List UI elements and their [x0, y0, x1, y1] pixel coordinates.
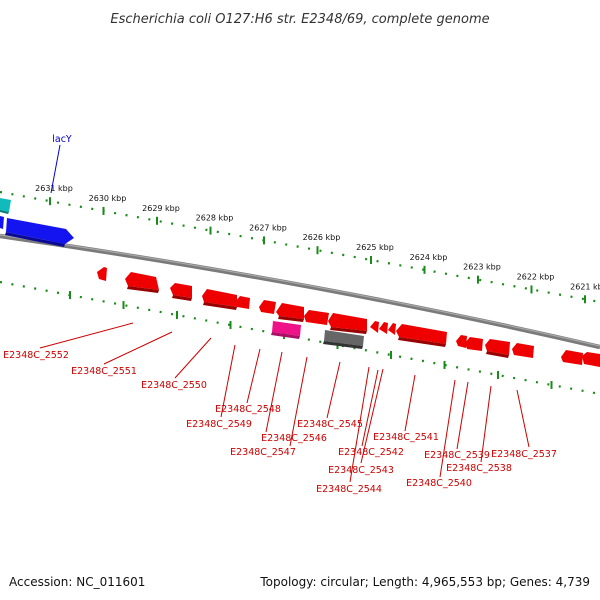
pseudo-gene-feature[interactable]: [323, 330, 364, 349]
ruler-tick-label: 2629 kbp: [142, 204, 180, 213]
gene-label[interactable]: E2348C_2541: [373, 432, 439, 443]
label-connector: [265, 351, 283, 433]
gene-label[interactable]: E2348C_2548: [215, 404, 281, 415]
gene-e2348c-2536[interactable]: [561, 350, 600, 367]
ruler-tick-label: 2625 kbp: [356, 243, 394, 252]
ruler-tick-label: 2626 kbp: [303, 233, 341, 242]
reverse-strand-genes: [97, 267, 600, 367]
ruler-tick-label: 2631 kbp: [35, 184, 73, 193]
label-connector: [326, 361, 341, 419]
gene-label[interactable]: E2348C_2540: [406, 478, 472, 489]
gene-label[interactable]: E2348C_2546: [261, 433, 327, 444]
gene-e2348c-2543[interactable]: [370, 321, 379, 333]
gene-e2348c-2541a[interactable]: [388, 323, 396, 335]
gene-e2348c-2546[interactable]: [276, 303, 304, 322]
gene-label[interactable]: E2348C_2543: [328, 465, 394, 476]
label-connector: [220, 344, 236, 418]
gene-e2348c-2540[interactable]: [456, 335, 467, 348]
ruler-tick-label: 2622 kbp: [517, 272, 555, 281]
label-connector: [361, 369, 379, 447]
gene-label[interactable]: E2348C_2552: [3, 350, 69, 361]
gene-label[interactable]: E2348C_2551: [71, 366, 137, 377]
accession-text: Accession: NC_011601: [9, 575, 145, 589]
gene-lacy[interactable]: [5, 218, 74, 247]
genome-backbone: [0, 233, 600, 350]
gene-e2348c-2549[interactable]: [202, 289, 237, 310]
gene-label[interactable]: E2348C_2539: [424, 450, 490, 461]
gene-e2348c-2547[interactable]: [259, 300, 276, 314]
label-connector: [456, 381, 469, 450]
label-connector: [360, 368, 384, 464]
ruler-tick-label: 2621 kbp: [570, 282, 600, 291]
label-connector: [103, 331, 173, 365]
ruler-tick-label: 2630 kbp: [89, 194, 127, 203]
gene-e2348c-2548[interactable]: [236, 296, 250, 309]
label-connector: [174, 337, 212, 379]
label-connector: [246, 348, 261, 404]
kbp-ruler: 2631 kbp 2630 kbp 2629 kbp 2628 kbp 2627 kbp…: [35, 184, 600, 304]
label-connector: [289, 356, 308, 447]
gene-label[interactable]: lacY: [52, 134, 72, 145]
gene-label[interactable]: E2348C_2537: [491, 449, 557, 460]
gene-label[interactable]: E2348C_2550: [141, 380, 207, 391]
genome-summary-text: Topology: circular; Length: 4,965,553 bp…: [259, 575, 590, 589]
ruler-tick-label: 2623 kbp: [463, 263, 501, 272]
gene-e2348c-2550[interactable]: [170, 283, 192, 301]
ruler-tick-label: 2624 kbp: [410, 253, 448, 262]
gene-feature[interactable]: [0, 198, 11, 214]
gene-e2348c-2539[interactable]: [465, 337, 483, 351]
label-connector: [480, 385, 492, 463]
label-connector: [349, 366, 370, 483]
label-connector: [39, 322, 134, 349]
genome-title: Escherichia coli O127:H6 str. E2348/69, …: [110, 12, 489, 27]
gene-label[interactable]: E2348C_2542: [338, 447, 404, 458]
gene-e2348c-2542[interactable]: [379, 322, 388, 334]
ruler-tick-label: 2627 kbp: [249, 223, 287, 232]
gene-rna-feature[interactable]: [271, 321, 301, 339]
gene-label[interactable]: E2348C_2538: [446, 463, 512, 474]
gene-label[interactable]: E2348C_2549: [186, 419, 252, 430]
label-connector: [50, 144, 61, 194]
gene-e2348c-2541[interactable]: [396, 324, 447, 347]
gene-feature[interactable]: [0, 216, 4, 229]
gene-label[interactable]: E2348C_2547: [230, 447, 296, 458]
gene-e2348c-2551[interactable]: [125, 272, 159, 293]
gene-e2348c-2544[interactable]: [328, 313, 367, 334]
label-connector: [439, 379, 456, 478]
forward-strand-genes: [0, 198, 74, 247]
gene-e2348c-2552[interactable]: [97, 267, 107, 281]
gene-label[interactable]: E2348C_2545: [297, 419, 363, 430]
gene-e2348c-2538[interactable]: [485, 339, 510, 358]
label-connector: [404, 374, 416, 432]
gene-label[interactable]: E2348C_2544: [316, 484, 382, 495]
label-connector: [516, 389, 530, 448]
gene-e2348c-2537[interactable]: [512, 343, 534, 358]
reverse-tick-track: [0, 280, 600, 396]
gene-e2348c-2545[interactable]: [304, 310, 329, 325]
ruler-tick-label: 2628 kbp: [196, 214, 234, 223]
